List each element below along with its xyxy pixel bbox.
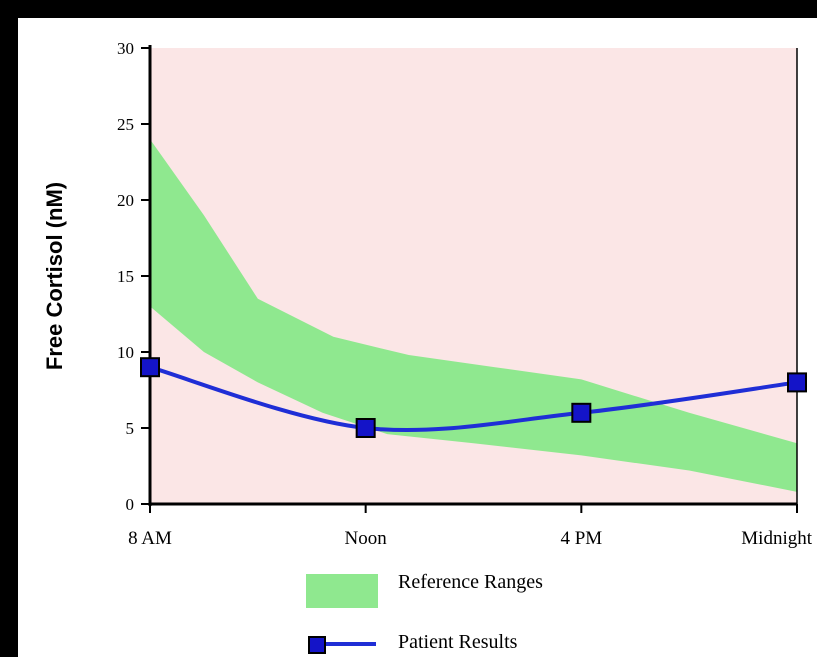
series-marker — [140, 357, 160, 378]
x-tick-label: 8 AM — [128, 528, 172, 549]
y-axis-label: Free Cortisol (nM) — [42, 182, 67, 370]
y-tick-label: 30 — [117, 39, 134, 58]
legend-band-swatch — [306, 574, 378, 608]
axis-layer: 0 5 10 15 20 25 30 8 AM Noon 4 PM Midnight — [117, 39, 813, 549]
y-tick-label: 25 — [117, 115, 134, 134]
plot-layer — [150, 48, 797, 504]
series-marker — [571, 402, 592, 423]
y-tick-label: 10 — [117, 343, 134, 362]
series-layer — [140, 357, 807, 438]
y-tick-label: 15 — [117, 267, 134, 286]
series-line — [149, 365, 798, 433]
legend-series-label: Patient Results — [398, 631, 518, 653]
x-tick-label: Midnight — [741, 528, 812, 549]
reference-band — [150, 139, 797, 492]
legend-band-label: Reference Ranges — [398, 571, 543, 593]
series-marker — [355, 418, 376, 438]
legend-marker-swatch — [308, 636, 326, 654]
series-marker — [787, 372, 807, 393]
legend: Reference Ranges Patient Results — [306, 571, 543, 654]
x-tick-label: 4 PM — [560, 528, 602, 549]
y-tick-label: 20 — [117, 191, 134, 210]
y-tick-label: 5 — [126, 419, 135, 438]
y-tick-label: 0 — [126, 495, 135, 514]
x-tick-label: Noon — [345, 528, 388, 549]
